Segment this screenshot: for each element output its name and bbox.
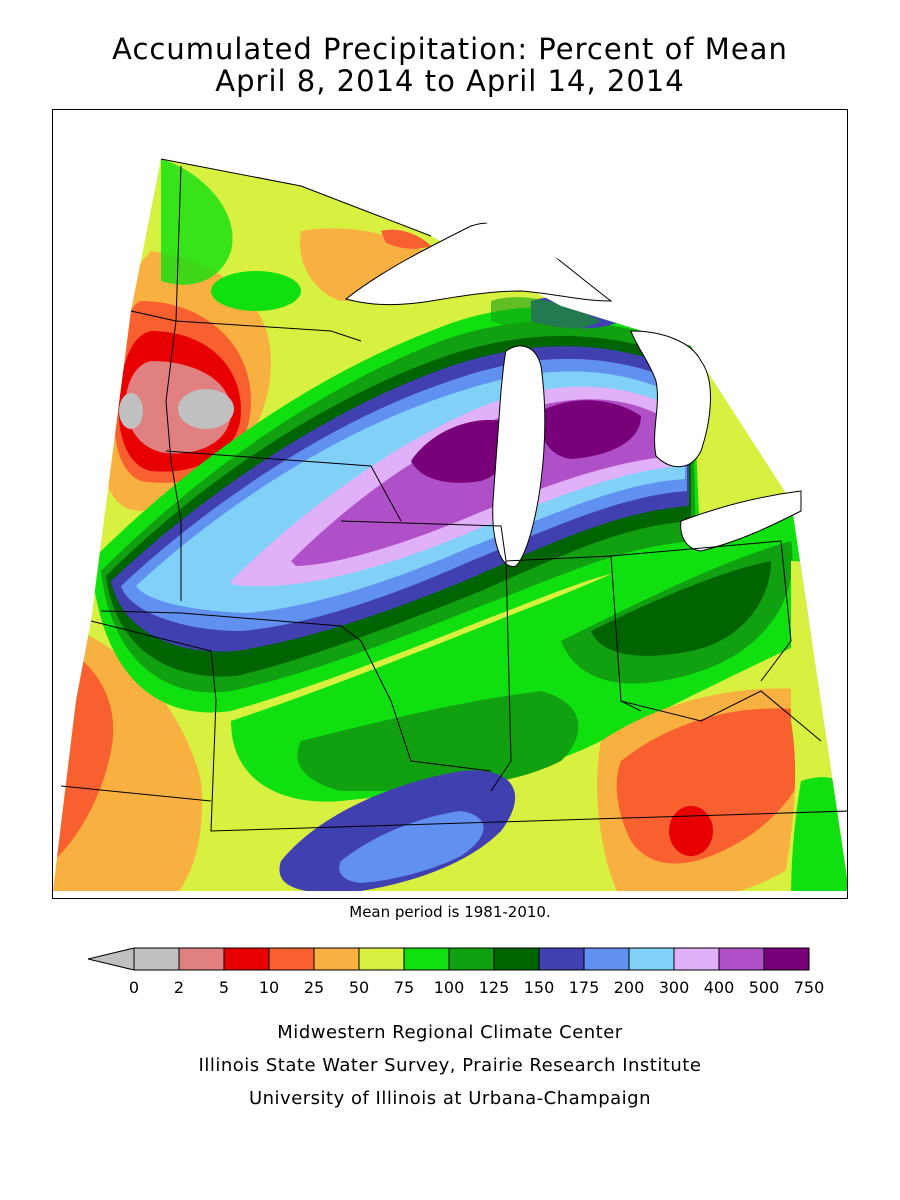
lake-michigan bbox=[492, 345, 546, 567]
legend-tick-label: 400 bbox=[703, 978, 735, 997]
canada-area bbox=[53, 110, 847, 499]
legend-swatch bbox=[763, 947, 810, 971]
legend-tick-label: 50 bbox=[348, 978, 370, 997]
lake-erie bbox=[680, 490, 802, 552]
legend-swatch bbox=[223, 947, 270, 971]
legend-tick-label: 2 bbox=[173, 978, 185, 997]
credit-uiuc: University of Illinois at Urbana-Champai… bbox=[248, 1088, 652, 1109]
credit-isws: Illinois State Water Survey, Prairie Res… bbox=[198, 1055, 702, 1076]
legend-swatch bbox=[538, 947, 585, 971]
legend-swatch bbox=[448, 947, 495, 971]
legend-tick-label: 300 bbox=[658, 978, 690, 997]
credit-mrcc: Midwestern Regional Climate Center bbox=[277, 1022, 623, 1043]
legend-tick-label: 0 bbox=[128, 978, 140, 997]
legend-swatch bbox=[313, 947, 360, 971]
precipitation-map bbox=[52, 109, 848, 899]
legend-tick-label: 750 bbox=[793, 978, 825, 997]
map-title-line1: Accumulated Precipitation: Percent of Me… bbox=[112, 32, 788, 66]
legend-swatch bbox=[673, 947, 720, 971]
legend-tick-label: 5 bbox=[218, 978, 230, 997]
great-lakes bbox=[344, 222, 802, 567]
legend-tick-label: 500 bbox=[748, 978, 780, 997]
legend-tick-label: 10 bbox=[258, 978, 280, 997]
legend-tick-label: 100 bbox=[433, 978, 465, 997]
map-title-line2: April 8, 2014 to April 14, 2014 bbox=[215, 64, 685, 98]
lake-huron bbox=[630, 330, 711, 468]
state-borders bbox=[60, 158, 847, 832]
legend-swatch bbox=[133, 947, 180, 971]
legend-swatch bbox=[403, 947, 450, 971]
legend-swatch bbox=[268, 947, 315, 971]
legend-swatch bbox=[628, 947, 675, 971]
legend-swatch bbox=[718, 947, 765, 971]
legend-tick-label: 125 bbox=[478, 978, 510, 997]
legend-swatch bbox=[493, 947, 540, 971]
legend-tick-label: 75 bbox=[393, 978, 415, 997]
legend-swatch bbox=[178, 947, 225, 971]
color-legend bbox=[88, 947, 810, 971]
legend-tick-label: 200 bbox=[613, 978, 645, 997]
legend-tick-label: 150 bbox=[523, 978, 555, 997]
legend-below-arrow bbox=[88, 947, 135, 971]
mean-period-note: Mean period is 1981-2010. bbox=[349, 903, 551, 921]
legend-swatch bbox=[583, 947, 630, 971]
lake-superior bbox=[344, 222, 613, 305]
legend-tick-label: 25 bbox=[303, 978, 325, 997]
legend-tick-label: 175 bbox=[568, 978, 600, 997]
legend-swatch bbox=[358, 947, 405, 971]
